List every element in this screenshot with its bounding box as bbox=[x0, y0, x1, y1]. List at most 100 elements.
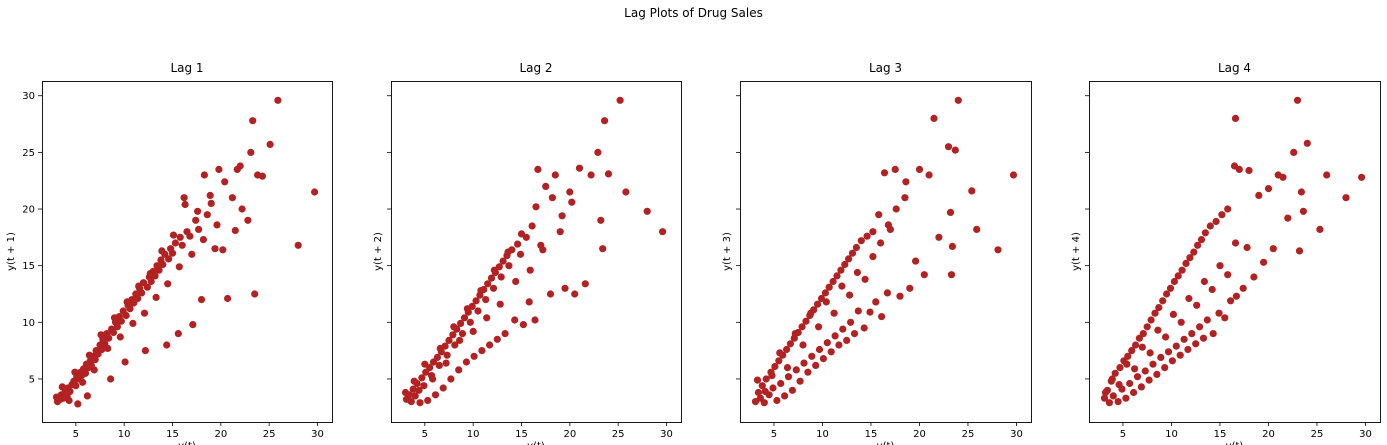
data-point bbox=[954, 96, 962, 104]
data-point bbox=[539, 246, 547, 254]
data-point bbox=[845, 255, 853, 263]
data-point bbox=[1199, 334, 1208, 342]
data-point bbox=[1101, 388, 1110, 397]
data-point bbox=[901, 194, 909, 202]
data-point bbox=[561, 284, 569, 292]
data-point bbox=[159, 260, 167, 269]
data-point bbox=[1105, 399, 1113, 407]
data-point bbox=[477, 287, 485, 295]
data-point bbox=[451, 341, 459, 349]
data-point bbox=[117, 317, 125, 325]
y-tick-label: 10 bbox=[22, 318, 35, 329]
data-point bbox=[123, 298, 131, 306]
data-point bbox=[777, 379, 785, 388]
data-point bbox=[594, 148, 602, 156]
data-point bbox=[1151, 309, 1159, 317]
data-point bbox=[1137, 383, 1145, 391]
data-point bbox=[52, 393, 61, 401]
data-point bbox=[71, 368, 79, 376]
data-point bbox=[79, 378, 87, 386]
data-point bbox=[401, 388, 410, 397]
data-point bbox=[1174, 272, 1182, 280]
data-point bbox=[804, 368, 812, 376]
data-point bbox=[462, 358, 470, 366]
data-point bbox=[146, 270, 154, 278]
data-point bbox=[812, 361, 820, 369]
data-point bbox=[81, 369, 90, 377]
data-point bbox=[880, 169, 889, 177]
x-tick-label: 25 bbox=[263, 429, 276, 440]
data-point bbox=[420, 382, 428, 390]
data-point bbox=[1143, 323, 1151, 331]
data-point bbox=[517, 230, 526, 238]
data-point bbox=[604, 170, 613, 178]
data-point bbox=[458, 330, 467, 338]
data-point bbox=[410, 377, 418, 385]
subplot-title: Lag 4 bbox=[1218, 61, 1251, 75]
data-point bbox=[753, 376, 762, 384]
data-point bbox=[558, 212, 566, 220]
data-point bbox=[1115, 381, 1123, 389]
data-point bbox=[90, 366, 98, 374]
x-tick-label: 15 bbox=[515, 429, 528, 440]
data-point bbox=[912, 257, 920, 265]
data-point bbox=[769, 384, 777, 392]
data-point bbox=[1180, 335, 1188, 343]
data-point bbox=[431, 391, 440, 399]
data-point bbox=[542, 182, 550, 190]
data-point bbox=[174, 330, 182, 338]
data-point bbox=[829, 277, 837, 286]
data-point bbox=[449, 331, 457, 339]
data-point bbox=[532, 203, 540, 211]
data-point bbox=[138, 289, 146, 297]
data-point bbox=[528, 222, 536, 230]
data-point bbox=[853, 268, 862, 277]
data-point bbox=[1170, 277, 1178, 286]
data-point bbox=[1245, 166, 1253, 175]
data-point bbox=[823, 339, 831, 347]
data-point bbox=[1264, 185, 1273, 193]
data-point bbox=[869, 228, 877, 236]
data-point bbox=[815, 345, 824, 354]
data-point bbox=[1009, 171, 1018, 179]
axes-frame bbox=[42, 81, 333, 423]
data-point bbox=[854, 307, 862, 315]
data-point bbox=[181, 200, 189, 209]
data-point bbox=[760, 399, 768, 407]
data-point bbox=[152, 293, 160, 301]
data-point bbox=[1114, 398, 1122, 406]
data-point bbox=[1124, 352, 1132, 360]
data-point bbox=[1192, 340, 1200, 348]
data-point bbox=[487, 274, 496, 282]
data-point bbox=[258, 172, 266, 180]
data-point bbox=[1154, 326, 1162, 334]
data-point bbox=[121, 358, 129, 366]
data-point bbox=[91, 356, 99, 364]
data-point bbox=[857, 237, 865, 245]
data-point bbox=[802, 317, 810, 325]
data-point bbox=[1196, 323, 1204, 331]
data-point bbox=[599, 245, 607, 253]
data-point bbox=[1145, 376, 1153, 384]
y-axis-label: y(t + 1) bbox=[6, 232, 17, 271]
data-point bbox=[1139, 330, 1147, 338]
data-point bbox=[566, 188, 574, 196]
data-point bbox=[1123, 360, 1131, 368]
data-point bbox=[1231, 114, 1240, 122]
data-point bbox=[839, 325, 847, 333]
data-point bbox=[968, 187, 976, 195]
data-point bbox=[456, 336, 464, 344]
data-point bbox=[97, 331, 105, 339]
y-axis-label: y(t + 4) bbox=[1071, 232, 1082, 271]
x-tick-label: 5 bbox=[73, 429, 79, 440]
axes-frame bbox=[391, 81, 682, 423]
subplot-title: Lag 1 bbox=[170, 61, 203, 75]
data-point bbox=[768, 372, 776, 380]
data-point bbox=[814, 300, 822, 308]
data-point bbox=[1260, 258, 1268, 266]
data-point bbox=[581, 280, 589, 288]
data-point bbox=[206, 191, 214, 199]
data-point bbox=[821, 289, 830, 297]
data-point bbox=[415, 386, 423, 394]
